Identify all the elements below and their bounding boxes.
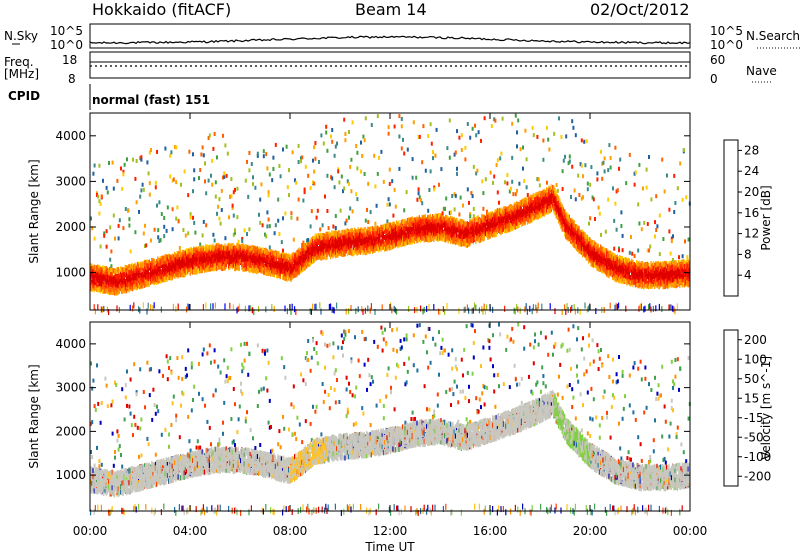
velocity-colorbar-tick-label: 50: [744, 372, 759, 386]
power-colorbar-label: Power [dB]: [759, 185, 773, 250]
power-colorbar-tick-label: 8: [744, 247, 752, 261]
velocity-colorbar-tick-label: 200: [744, 333, 767, 347]
x-tick-label: 04:00: [173, 524, 208, 538]
x-tick-label: 12:00: [373, 524, 408, 538]
freq-strip-frame: [90, 52, 690, 78]
date-title: 02/Oct/2012: [590, 2, 690, 18]
nsky-trace: [90, 36, 690, 44]
freq-tick-bottom: 8: [68, 73, 76, 85]
x-tick-label: 00:00: [673, 524, 708, 538]
x-tick-label: 08:00: [273, 524, 308, 538]
nsky-strip-frame: [90, 24, 690, 48]
nsky-label: N.Sky: [4, 30, 38, 42]
station-title: Hokkaido (fitACF): [92, 2, 231, 18]
nave-label: Nave: [746, 65, 777, 77]
power-colorbar-tick-label: 12: [744, 227, 759, 241]
x-tick-label: 16:00: [473, 524, 508, 538]
cpid-value: normal (fast) 151: [92, 94, 210, 106]
nsearch-tick-top: 10^5: [710, 25, 743, 37]
velocity-y-tick-label: 4000: [55, 337, 86, 351]
velocity-y-tick-label: 3000: [55, 381, 86, 395]
power-colorbar-tick-label: 16: [744, 206, 759, 220]
power-y-tick-label: 4000: [55, 129, 86, 143]
x-tick-label: 20:00: [573, 524, 608, 538]
power-panel-frame: [90, 113, 690, 310]
power-colorbar-tick-label: 28: [744, 143, 759, 157]
rti-plot: 1000200030004000Slant Range [km]48121620…: [0, 0, 800, 554]
power-colorbar-tick-label: 20: [744, 185, 759, 199]
velocity-y-tick-label: 2000: [55, 424, 86, 438]
power-colorbar-frame: [724, 140, 738, 296]
power-y-tick-label: 3000: [55, 174, 86, 188]
beam-title: Beam 14: [355, 2, 427, 18]
x-axis-label: Time UT: [364, 540, 415, 554]
power-y-tick-label: 2000: [55, 220, 86, 234]
velocity-y-tick-label: 1000: [55, 468, 86, 482]
velocity-colorbar-label: Velocity [m s^-1]: [759, 356, 773, 460]
nsearch-label: N.Search: [746, 30, 800, 42]
freq-unit: [MHz]: [4, 68, 39, 80]
cpid-label: CPID: [8, 90, 40, 102]
nsky-tick-bottom: 10^0: [50, 39, 83, 51]
freq-tick-top: 18: [62, 54, 77, 66]
nave-tick-bottom: 0: [710, 73, 718, 85]
x-tick-label: 00:00: [73, 524, 108, 538]
nsearch-tick-bottom: 10^0: [710, 39, 743, 51]
nsky-tick-top: 10^5: [50, 25, 83, 37]
power-y-axis-label: Slant Range [km]: [27, 159, 41, 263]
velocity-y-axis-label: Slant Range [km]: [27, 364, 41, 468]
power-colorbar-tick-label: 24: [744, 164, 759, 178]
power-colorbar-tick-label: 4: [744, 268, 752, 282]
nave-tick-top: 60: [710, 54, 725, 66]
velocity-colorbar-tick-label: -200: [744, 469, 771, 483]
velocity-colorbar-frame: [724, 330, 738, 486]
velocity-colorbar-tick-label: 15: [744, 391, 759, 405]
power-heatmap-cells: [90, 114, 691, 315]
power-y-tick-label: 1000: [55, 266, 86, 280]
velocity-heatmap-cells: [90, 323, 691, 517]
